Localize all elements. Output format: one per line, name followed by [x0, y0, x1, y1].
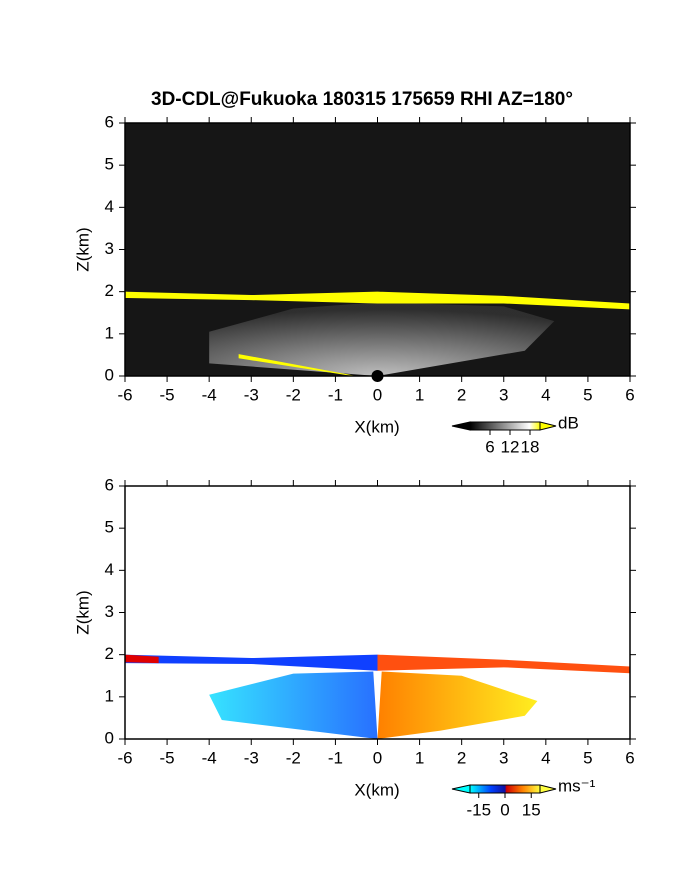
colorbar-unit: ms⁻¹: [558, 776, 596, 795]
cloud-base: [125, 291, 630, 310]
x-tick-label: 3: [499, 748, 508, 767]
colorbar-tick-label: 6: [485, 437, 494, 456]
y-tick-label: 5: [105, 155, 114, 174]
y-tick-label: 3: [105, 239, 114, 258]
colorbar: [469, 784, 541, 794]
radar-field: [125, 486, 630, 739]
colorbar-low: [451, 784, 471, 794]
band-edge: [125, 654, 159, 664]
x-tick-label: 4: [541, 385, 550, 404]
colorbar-tick-label: -15: [466, 800, 491, 819]
y-tick-label: 2: [105, 644, 114, 663]
x-tick-label: -5: [160, 748, 175, 767]
ground-echo: [238, 354, 357, 376]
x-tick-label: 2: [457, 385, 466, 404]
x-tick-label: 6: [625, 748, 634, 767]
x-tick-label: 4: [541, 748, 550, 767]
x-tick-label: 1: [415, 385, 424, 404]
x-tick-label: 2: [457, 748, 466, 767]
y-tick-label: 3: [105, 602, 114, 621]
x-tick-label: 6: [625, 385, 634, 404]
y-axis-label: Z(km): [73, 227, 92, 271]
y-tick-label: 0: [105, 728, 114, 747]
x-tick-label: -1: [328, 748, 343, 767]
y-tick-label: 6: [105, 112, 114, 131]
y-tick-label: 5: [105, 518, 114, 537]
band-right: [377, 654, 630, 674]
colorbar-low: [451, 421, 471, 431]
x-tick-label: 0: [373, 748, 382, 767]
echo-fan: [209, 302, 555, 376]
y-axis-label: Z(km): [73, 590, 92, 634]
x-axis-label: X(km): [354, 780, 399, 799]
x-tick-label: -6: [117, 748, 132, 767]
band-left: [125, 654, 378, 671]
echo-left: [209, 671, 378, 739]
x-tick-label: 0: [373, 385, 382, 404]
x-tick-label: -3: [244, 385, 259, 404]
x-tick-label: 5: [583, 748, 592, 767]
x-tick-label: -4: [202, 385, 217, 404]
x-tick-label: -4: [202, 748, 217, 767]
x-tick-label: 3: [499, 385, 508, 404]
y-tick-label: 1: [105, 323, 114, 342]
colorbar-high: [539, 784, 557, 794]
x-axis-label: X(km): [354, 417, 399, 436]
x-tick-label: 5: [583, 385, 592, 404]
y-tick-label: 6: [105, 475, 114, 494]
x-tick-label: -5: [160, 385, 175, 404]
y-tick-label: 2: [105, 281, 114, 300]
x-tick-label: -1: [328, 385, 343, 404]
colorbar-unit: dB: [558, 413, 579, 432]
colorbar: [469, 421, 541, 431]
colorbar-high: [539, 421, 557, 431]
y-tick-label: 1: [105, 686, 114, 705]
x-tick-label: -6: [117, 385, 132, 404]
y-tick-label: 0: [105, 365, 114, 384]
x-tick-label: 1: [415, 748, 424, 767]
colorbar-tick-label: 15: [522, 800, 541, 819]
y-tick-label: 4: [105, 197, 114, 216]
x-tick-label: -2: [286, 748, 301, 767]
colorbar-tick-label: 18: [521, 437, 540, 456]
colorbar-tick-label: 12: [501, 437, 520, 456]
y-tick-label: 4: [105, 560, 114, 579]
chart-title: 3D-CDL@Fukuoka 180315 175659 RHI AZ=180°: [151, 89, 573, 110]
colorbar-tick-label: 0: [500, 800, 509, 819]
echo-right: [377, 671, 538, 739]
x-tick-label: -3: [244, 748, 259, 767]
x-tick-label: -2: [286, 385, 301, 404]
